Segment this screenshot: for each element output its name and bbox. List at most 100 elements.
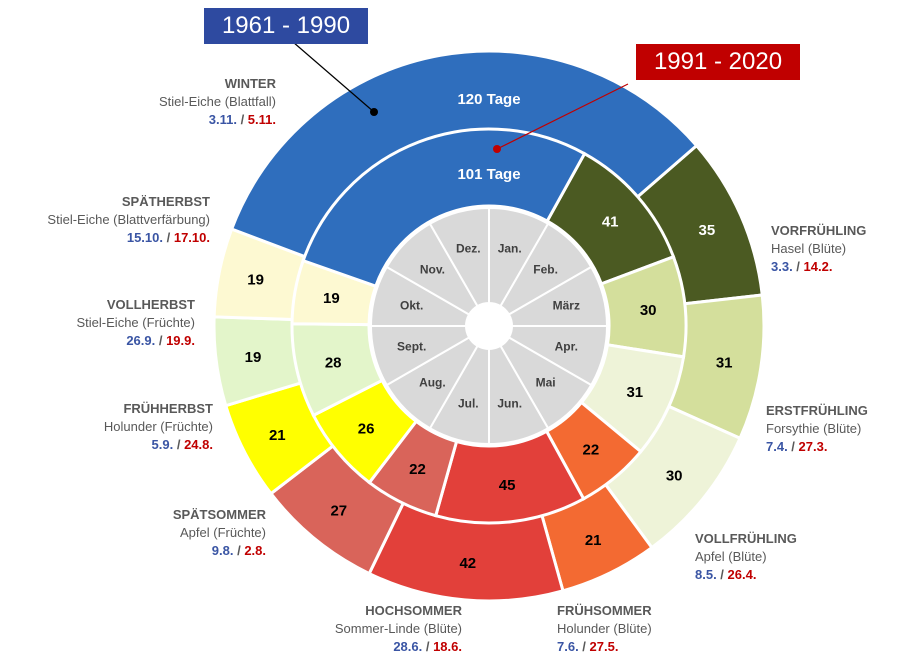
annotation-spaetsommer: SPÄTSOMMER Apfel (Früchte) 9.8. / 2.8. — [173, 507, 267, 558]
center-hole — [466, 303, 512, 349]
date-old: 8.5. — [695, 567, 717, 582]
phase-name: HOCHSOMMER — [365, 603, 462, 618]
annotation-fruehsommer: FRÜHSOMMER Holunder (Blüte) 7.6. / 27.5. — [557, 603, 652, 654]
inner-value-hochsommer: 45 — [499, 477, 516, 494]
annotation-spaetherbst: SPÄTHERBST Stiel-Eiche (Blattverfärbung)… — [47, 194, 210, 245]
svg-text:3.11. / 5.11.: 3.11. / 5.11. — [209, 112, 276, 127]
month-label-aug-: Aug. — [419, 376, 446, 390]
date-new: 27.3. — [799, 439, 828, 454]
date-old: 3.3. — [771, 259, 793, 274]
month-label-okt-: Okt. — [400, 298, 423, 312]
month-label-jul-: Jul. — [458, 396, 479, 410]
month-label-mai: Mai — [536, 376, 556, 390]
outer-value-winter: 120 Tage — [457, 91, 520, 108]
svg-text:8.5. / 26.4.: 8.5. / 26.4. — [695, 567, 756, 582]
date-new: 2.8. — [244, 543, 266, 558]
phase-name: WINTER — [225, 76, 277, 91]
phase-plant: Stiel-Eiche (Blattfall) — [159, 94, 276, 109]
phase-plant: Holunder (Blüte) — [557, 621, 652, 636]
inner-segment-winter — [301, 127, 587, 289]
annotation-hochsommer: HOCHSOMMER Sommer-Linde (Blüte) 28.6. / … — [335, 603, 463, 654]
date-old: 5.9. — [152, 437, 174, 452]
phase-plant: Sommer-Linde (Blüte) — [335, 621, 462, 636]
outer-value-vollfruehling: 30 — [666, 467, 683, 484]
phase-name: SPÄTSOMMER — [173, 507, 267, 522]
month-ring: Jan. Feb. März Apr. Mai Jun. Jul. Aug. Sept. Okt.… — [369, 206, 609, 446]
date-new: 18.6. — [433, 639, 462, 654]
month-label-dez-: Dez. — [456, 242, 481, 256]
inner-value-spaetherbst: 19 — [323, 290, 340, 307]
date-old: 26.9. — [126, 333, 155, 348]
phase-name: VOLLHERBST — [107, 297, 195, 312]
date-old: 7.6. — [557, 639, 579, 654]
phase-name: VOLLFRÜHLING — [695, 531, 797, 546]
inner-ring-1991-2020 — [290, 127, 688, 525]
legend-1961-1990: 1961 - 1990 — [204, 8, 368, 44]
inner-value-spaetsommer: 22 — [409, 461, 426, 478]
outer-value-erstfruehling: 31 — [716, 354, 733, 371]
outer-ring-1961-1990 — [212, 49, 766, 603]
date-new: 24.8. — [184, 437, 213, 452]
outer-value-fruehherbst: 21 — [269, 427, 286, 444]
phase-name: FRÜHHERBST — [123, 401, 213, 416]
svg-text:9.8. / 2.8.: 9.8. / 2.8. — [212, 543, 266, 558]
month-label-feb-: Feb. — [533, 262, 558, 276]
date-old: 7.4. — [766, 439, 788, 454]
annotation-vorfruehling: VORFRÜHLING Hasel (Blüte) 3.3. / 14.2. — [771, 223, 866, 274]
annotation-fruehherbst: FRÜHHERBST Holunder (Früchte) 5.9. / 24.… — [104, 401, 213, 452]
date-new: 5.11. — [248, 112, 276, 127]
annotation-erstfruehling: ERSTFRÜHLING Forsythie (Blüte) 7.4. / 27… — [766, 403, 868, 454]
svg-text:15.10. / 17.10.: 15.10. / 17.10. — [127, 230, 210, 245]
svg-text:3.3. / 14.2.: 3.3. / 14.2. — [771, 259, 832, 274]
inner-value-vollherbst: 28 — [325, 354, 342, 371]
date-old: 15.10. — [127, 230, 163, 245]
phase-plant: Stiel-Eiche (Blattverfärbung) — [47, 212, 210, 227]
outer-value-fruehsommer: 21 — [585, 532, 602, 549]
svg-text:26.9. / 19.9.: 26.9. / 19.9. — [126, 333, 195, 348]
inner-value-fruehherbst: 26 — [358, 420, 375, 437]
inner-value-winter: 101 Tage — [457, 166, 520, 183]
date-new: 26.4. — [728, 567, 757, 582]
phase-name: VORFRÜHLING — [771, 223, 866, 238]
date-new: 27.5. — [590, 639, 619, 654]
phase-plant: Apfel (Blüte) — [695, 549, 767, 564]
pointer-dot-1961-1990 — [370, 108, 378, 116]
date-new: 17.10. — [174, 230, 210, 245]
phase-name: FRÜHSOMMER — [557, 603, 652, 618]
phase-name: ERSTFRÜHLING — [766, 403, 868, 418]
month-label-apr-: Apr. — [555, 340, 578, 354]
pointer-line-1961-1990 — [292, 41, 375, 113]
date-old: 9.8. — [212, 543, 234, 558]
phase-plant: Apfel (Früchte) — [180, 525, 266, 540]
outer-value-vollherbst: 19 — [245, 349, 262, 366]
month-label-nov-: Nov. — [420, 262, 445, 276]
phase-name: SPÄTHERBST — [122, 194, 210, 209]
month-label-jun-: Jun. — [497, 396, 522, 410]
inner-value-fruehsommer: 22 — [583, 441, 600, 458]
phase-plant: Stiel-Eiche (Früchte) — [77, 315, 195, 330]
phase-plant: Holunder (Früchte) — [104, 419, 213, 434]
inner-value-vorfruehling: 41 — [602, 214, 619, 231]
legend-1991-2020: 1991 - 2020 — [636, 44, 800, 80]
value-labels: 35 31 30 21 42 27 21 19 19 120 Tage 41 30 31 22 45 22 26… — [245, 91, 733, 572]
outer-value-hochsommer: 42 — [459, 555, 476, 572]
annotation-winter: WINTER Stiel-Eiche (Blattfall) 3.11. / 5… — [159, 76, 277, 127]
outer-value-vorfruehling: 35 — [699, 222, 716, 239]
outer-value-spaetherbst: 19 — [247, 272, 264, 289]
legend-pointers — [292, 41, 629, 153]
phase-plant: Hasel (Blüte) — [771, 241, 846, 256]
svg-text:7.6. / 27.5.: 7.6. / 27.5. — [557, 639, 618, 654]
annotation-vollfruehling: VOLLFRÜHLING Apfel (Blüte) 8.5. / 26.4. — [695, 531, 797, 582]
pointer-line-1991-2020 — [496, 83, 629, 150]
svg-text:28.6. / 18.6.: 28.6. / 18.6. — [393, 639, 462, 654]
date-old: 3.11. — [209, 112, 237, 127]
date-old: 28.6. — [393, 639, 422, 654]
phase-plant: Forsythie (Blüte) — [766, 421, 861, 436]
svg-text:5.9. / 24.8.: 5.9. / 24.8. — [152, 437, 213, 452]
date-new: 14.2. — [804, 259, 833, 274]
month-label-maerz: März — [553, 298, 580, 312]
month-label-jan-: Jan. — [498, 242, 522, 256]
date-new: 19.9. — [166, 333, 195, 348]
